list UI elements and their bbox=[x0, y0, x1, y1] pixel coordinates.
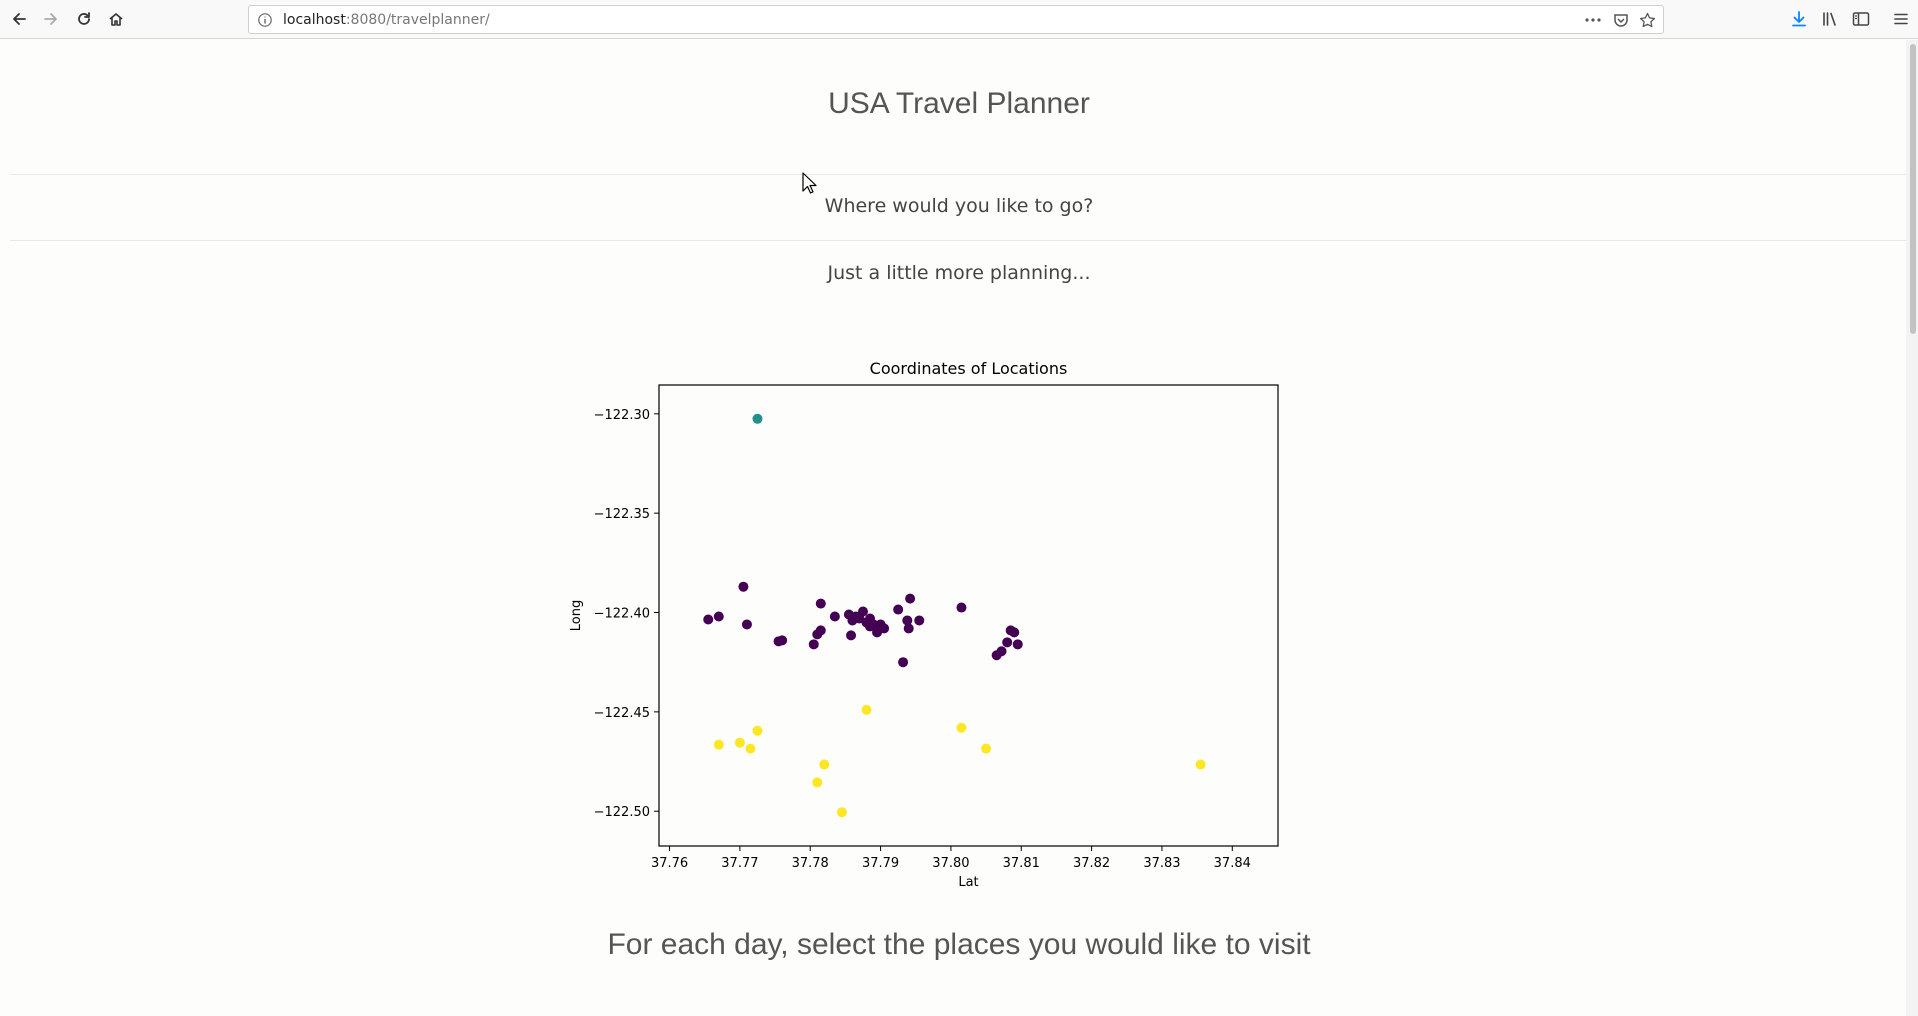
x-tick-label: 37.78 bbox=[792, 856, 829, 871]
scrollbar-thumb[interactable] bbox=[1910, 44, 1916, 334]
reload-button[interactable] bbox=[69, 4, 99, 34]
pocket-icon bbox=[1614, 14, 1628, 27]
y-tick-label: −122.45 bbox=[594, 706, 650, 721]
location-point bbox=[903, 623, 914, 634]
url-text[interactable]: localhost:8080/travelplanner/ bbox=[283, 12, 490, 28]
mouse-cursor-icon bbox=[802, 172, 817, 194]
divider-top bbox=[10, 174, 1908, 175]
x-tick-label: 37.77 bbox=[721, 856, 758, 871]
location-point bbox=[836, 807, 847, 818]
y-tick-label: −122.40 bbox=[594, 607, 650, 622]
location-point bbox=[1195, 759, 1206, 770]
day-selection-heading: For each day, select the places you woul… bbox=[607, 928, 1311, 961]
forward-arrow-icon bbox=[44, 13, 57, 25]
destination-question[interactable]: Where would you like to go? bbox=[824, 195, 1094, 217]
reload-icon bbox=[78, 12, 90, 25]
library-button[interactable] bbox=[1819, 9, 1841, 29]
back-arrow-icon bbox=[13, 13, 26, 25]
x-tick-label: 37.80 bbox=[932, 856, 969, 871]
url-path: :8080/travelplanner/ bbox=[345, 12, 490, 28]
hamburger-menu-icon bbox=[1894, 13, 1908, 25]
location-point bbox=[879, 623, 890, 634]
location-point bbox=[812, 777, 823, 788]
bookmark-button[interactable] bbox=[1637, 11, 1657, 29]
pocket-button[interactable] bbox=[1611, 11, 1631, 29]
location-point bbox=[893, 604, 904, 615]
back-button[interactable] bbox=[4, 4, 34, 34]
home-button[interactable] bbox=[101, 4, 131, 34]
x-axis-label: Lat bbox=[958, 875, 978, 890]
location-point bbox=[741, 619, 752, 630]
location-point bbox=[703, 614, 714, 625]
download-icon bbox=[1792, 11, 1806, 27]
sidebar-icon bbox=[1852, 12, 1870, 26]
location-point bbox=[1009, 627, 1020, 638]
chart-title: Coordinates of Locations bbox=[870, 359, 1068, 378]
location-point bbox=[846, 630, 857, 641]
location-point bbox=[752, 413, 763, 424]
page-actions-button[interactable] bbox=[1583, 11, 1603, 29]
star-icon bbox=[1639, 12, 1655, 27]
location-point bbox=[857, 606, 868, 617]
x-tick-label: 37.76 bbox=[651, 856, 688, 871]
menu-button[interactable] bbox=[1890, 9, 1912, 29]
location-point bbox=[1002, 637, 1013, 648]
location-point bbox=[819, 759, 830, 770]
location-point bbox=[713, 739, 724, 750]
info-icon[interactable] bbox=[257, 12, 273, 28]
x-tick-label: 37.79 bbox=[862, 856, 899, 871]
location-point bbox=[956, 602, 967, 613]
location-point bbox=[808, 639, 819, 650]
location-point bbox=[713, 611, 724, 622]
location-point bbox=[981, 743, 992, 754]
location-point bbox=[898, 657, 909, 668]
locations-scatter-chart: Coordinates of Locations 37.76 37.77 37.78 3… bbox=[569, 359, 1279, 890]
page-title: USA Travel Planner bbox=[828, 87, 1090, 120]
location-point bbox=[745, 743, 756, 754]
y-tick-label: −122.35 bbox=[594, 507, 650, 522]
home-icon bbox=[109, 13, 123, 26]
location-point bbox=[777, 635, 788, 646]
x-tick-label: 37.83 bbox=[1143, 856, 1180, 871]
x-tick-label: 37.82 bbox=[1073, 856, 1110, 871]
location-point bbox=[752, 725, 763, 736]
location-point bbox=[815, 625, 826, 636]
x-tick-label: 37.81 bbox=[1003, 856, 1040, 871]
location-point bbox=[905, 593, 916, 604]
plot-frame bbox=[658, 384, 1279, 847]
location-point bbox=[815, 598, 826, 609]
y-axis-label: Long bbox=[569, 600, 584, 631]
location-point bbox=[861, 704, 872, 715]
location-point bbox=[734, 737, 745, 748]
location-point bbox=[914, 615, 925, 626]
downloads-button[interactable] bbox=[1788, 9, 1810, 29]
address-bar[interactable]: localhost:8080/travelplanner/ bbox=[248, 5, 1664, 34]
location-point bbox=[1012, 639, 1023, 650]
y-tick-label: −122.30 bbox=[594, 408, 650, 423]
library-icon bbox=[1823, 12, 1836, 26]
x-tick-label: 37.84 bbox=[1214, 856, 1251, 871]
more-dots-icon bbox=[1585, 18, 1601, 22]
url-host: localhost bbox=[283, 12, 346, 28]
location-point bbox=[902, 615, 913, 626]
browser-toolbar: localhost:8080/travelplanner/ bbox=[0, 0, 1918, 39]
forward-button[interactable] bbox=[36, 4, 66, 34]
divider-middle bbox=[10, 240, 1908, 241]
planning-heading[interactable]: Just a little more planning... bbox=[827, 262, 1091, 284]
sidebar-button[interactable] bbox=[1850, 9, 1872, 29]
location-point bbox=[956, 722, 967, 733]
location-point bbox=[829, 611, 840, 622]
location-point bbox=[996, 646, 1007, 657]
y-tick-label: −122.50 bbox=[594, 805, 650, 820]
location-point bbox=[868, 619, 879, 630]
location-point bbox=[738, 581, 749, 592]
